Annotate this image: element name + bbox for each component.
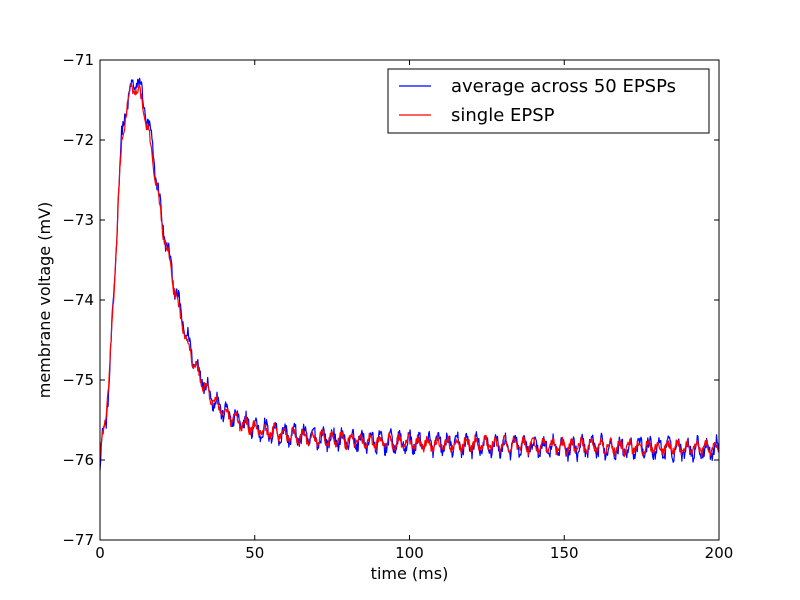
y-axis-label: membrane voltage (mV) bbox=[35, 202, 54, 399]
legend: average across 50 EPSPs single EPSP bbox=[387, 68, 710, 134]
x-tick-label: 200 bbox=[705, 544, 734, 562]
x-axis-label: time (ms) bbox=[371, 564, 449, 583]
y-tick-label: −76 bbox=[62, 451, 94, 469]
y-tick-label: −72 bbox=[62, 131, 94, 149]
ticks-layer: 0 50 100 150 200 −77 −76 −75 −74 −73 −72 −71 bbox=[62, 51, 733, 562]
x-tick-label: 50 bbox=[245, 544, 264, 562]
series-line-single bbox=[99, 84, 720, 459]
y-tick-label: −73 bbox=[62, 211, 94, 229]
y-tick-label: −77 bbox=[62, 531, 94, 549]
x-tick-label: 150 bbox=[550, 544, 579, 562]
legend-box bbox=[387, 68, 710, 134]
legend-label-average: average across 50 EPSPs bbox=[451, 76, 676, 97]
legend-label-single: single EPSP bbox=[451, 105, 555, 126]
x-tick-label: 100 bbox=[395, 544, 424, 562]
y-tick-label: −75 bbox=[62, 371, 94, 389]
y-tick-label: −71 bbox=[62, 51, 94, 69]
x-tick-label: 0 bbox=[95, 544, 105, 562]
series-layer bbox=[99, 77, 720, 471]
y-tick-label: −74 bbox=[62, 291, 94, 309]
series-line-average bbox=[99, 77, 720, 471]
